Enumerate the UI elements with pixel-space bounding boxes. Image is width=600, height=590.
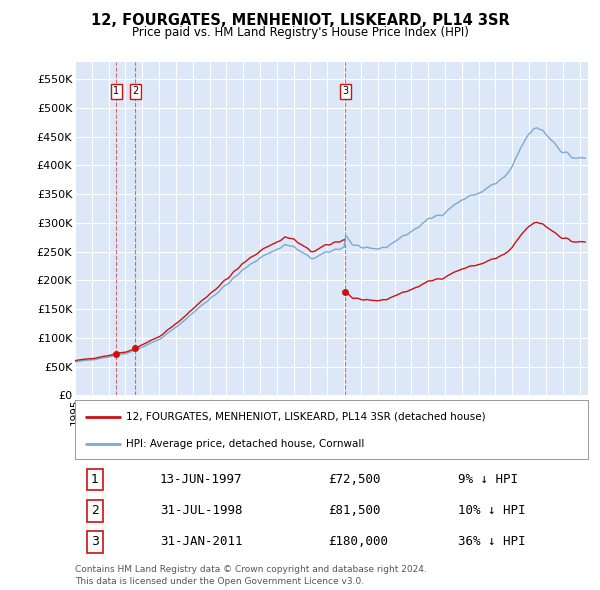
Text: £180,000: £180,000 (329, 535, 389, 548)
Text: 31-JAN-2011: 31-JAN-2011 (160, 535, 242, 548)
Text: 3: 3 (343, 86, 349, 96)
Text: £72,500: £72,500 (329, 473, 381, 486)
Text: 1: 1 (91, 473, 99, 486)
Text: Price paid vs. HM Land Registry's House Price Index (HPI): Price paid vs. HM Land Registry's House … (131, 26, 469, 39)
Text: 12, FOURGATES, MENHENIOT, LISKEARD, PL14 3SR (detached house): 12, FOURGATES, MENHENIOT, LISKEARD, PL14… (127, 412, 486, 421)
Text: 2: 2 (91, 504, 99, 517)
Text: This data is licensed under the Open Government Licence v3.0.: This data is licensed under the Open Gov… (75, 577, 364, 586)
Text: 2: 2 (132, 86, 139, 96)
Text: 10% ↓ HPI: 10% ↓ HPI (458, 504, 526, 517)
Text: 13-JUN-1997: 13-JUN-1997 (160, 473, 242, 486)
Text: 12, FOURGATES, MENHENIOT, LISKEARD, PL14 3SR: 12, FOURGATES, MENHENIOT, LISKEARD, PL14… (91, 13, 509, 28)
Text: 36% ↓ HPI: 36% ↓ HPI (458, 535, 526, 548)
Text: 3: 3 (91, 535, 99, 548)
Text: 1: 1 (113, 86, 119, 96)
Text: £81,500: £81,500 (329, 504, 381, 517)
Text: Contains HM Land Registry data © Crown copyright and database right 2024.: Contains HM Land Registry data © Crown c… (75, 565, 427, 574)
Text: 31-JUL-1998: 31-JUL-1998 (160, 504, 242, 517)
Text: HPI: Average price, detached house, Cornwall: HPI: Average price, detached house, Corn… (127, 439, 365, 448)
Text: 9% ↓ HPI: 9% ↓ HPI (458, 473, 518, 486)
